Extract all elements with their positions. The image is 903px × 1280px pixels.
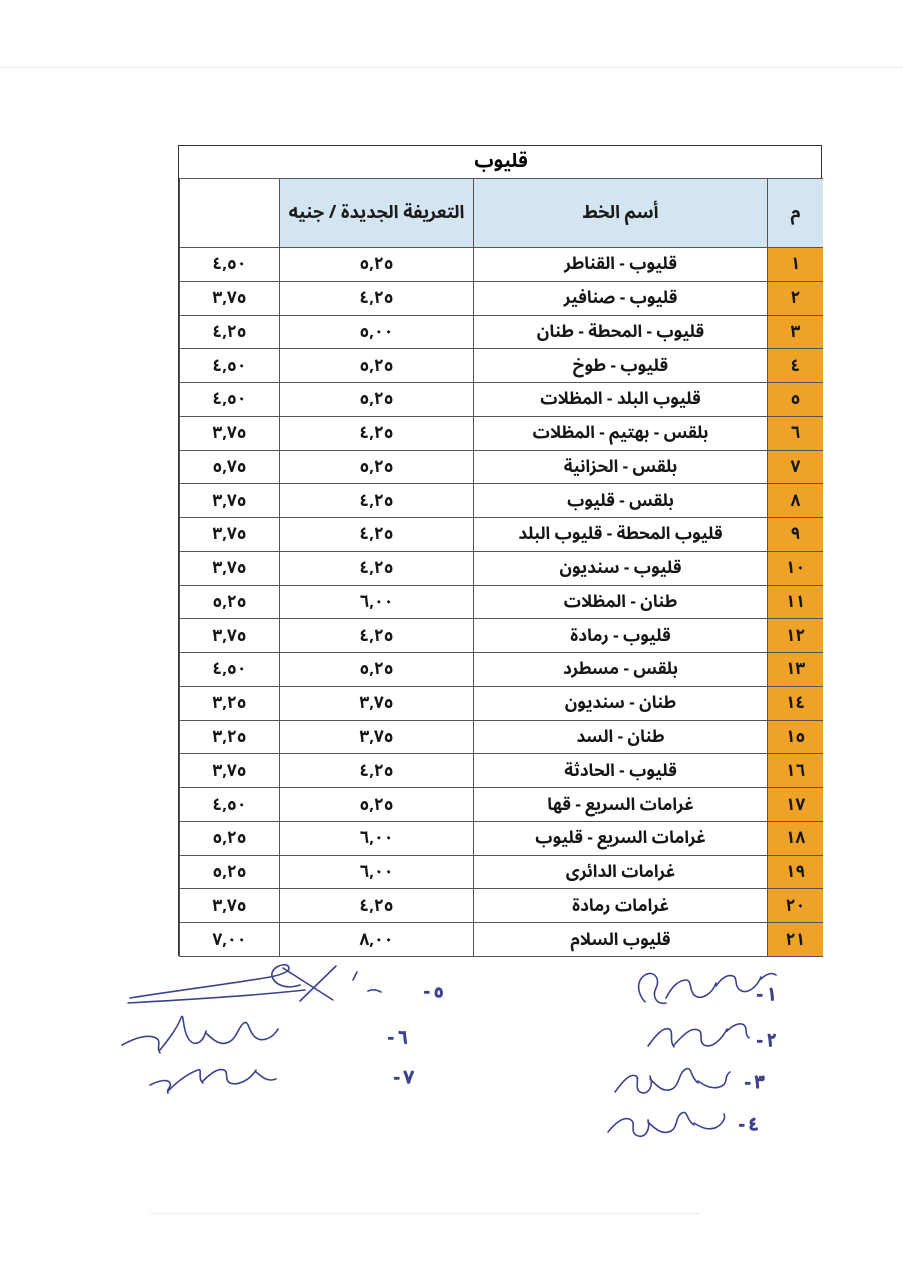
- svg-text:٧ -: ٧ -: [394, 1060, 414, 1096]
- svg-text:٥ -: ٥ -: [424, 974, 444, 1010]
- svg-text:٤ -: ٤ -: [739, 1107, 759, 1143]
- svg-text:٢ -: ٢ -: [757, 1023, 777, 1059]
- svg-text:٦ -: ٦ -: [388, 1020, 408, 1056]
- svg-text:٣ -: ٣ -: [745, 1065, 765, 1101]
- svg-text:١ -: ١ -: [757, 977, 777, 1013]
